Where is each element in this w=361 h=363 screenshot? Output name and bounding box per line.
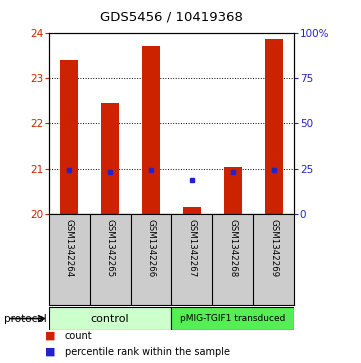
Text: GSM1342268: GSM1342268 (229, 219, 237, 277)
Text: control: control (91, 314, 129, 323)
Bar (265, 40, 283, 214)
Text: GSM1342264: GSM1342264 (65, 219, 74, 277)
Text: pMIG-TGIF1 transduced: pMIG-TGIF1 transduced (180, 314, 286, 323)
Bar (49, 307, 171, 330)
Text: GSM1342269: GSM1342269 (269, 219, 278, 277)
Bar (142, 46, 160, 214)
Text: GSM1342267: GSM1342267 (187, 219, 196, 277)
Text: count: count (65, 331, 93, 341)
Bar (183, 207, 201, 214)
Text: protocol: protocol (4, 314, 46, 323)
Text: GDS5456 / 10419368: GDS5456 / 10419368 (100, 11, 243, 24)
Bar (60, 60, 78, 214)
Text: GSM1342266: GSM1342266 (147, 219, 156, 277)
Text: percentile rank within the sample: percentile rank within the sample (65, 347, 230, 357)
Text: ■: ■ (45, 347, 56, 357)
Bar (171, 307, 294, 330)
Bar (224, 167, 242, 214)
Text: GSM1342265: GSM1342265 (106, 219, 114, 277)
Text: ■: ■ (45, 331, 56, 341)
Bar (101, 103, 119, 214)
